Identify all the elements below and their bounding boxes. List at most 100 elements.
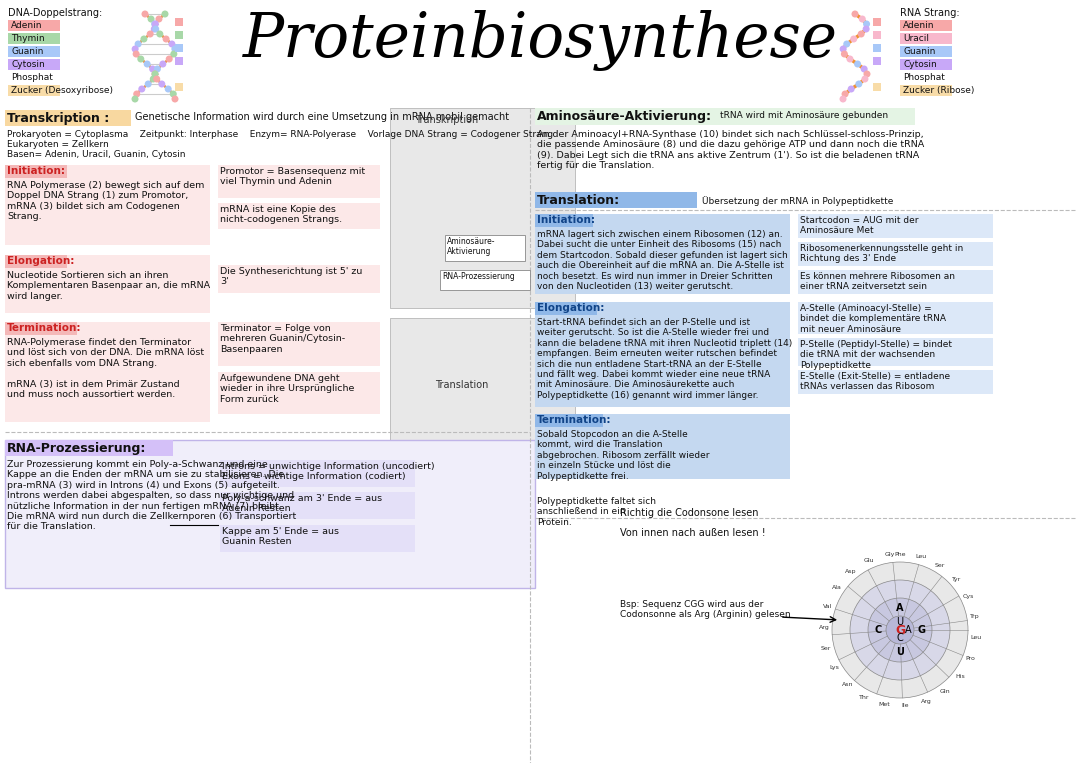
Text: U: U: [896, 617, 904, 627]
Bar: [535, 414, 789, 479]
Text: An der Aminoacyl+RNA-Synthase (10) bindet sich nach Schlüssel-schloss-Prinzip,
d: An der Aminoacyl+RNA-Synthase (10) binde…: [537, 130, 924, 170]
Text: Glu: Glu: [864, 558, 875, 563]
Text: Uracil: Uracil: [903, 34, 929, 43]
Circle shape: [144, 60, 150, 67]
Bar: [5, 322, 77, 335]
Bar: [175, 83, 183, 91]
Text: Cys: Cys: [962, 594, 974, 599]
Circle shape: [862, 76, 868, 82]
Circle shape: [156, 15, 162, 22]
Circle shape: [137, 56, 145, 63]
Circle shape: [841, 50, 848, 57]
Bar: [218, 372, 380, 414]
Text: C: C: [896, 633, 903, 643]
Circle shape: [133, 50, 139, 57]
Text: Sobald Stopcodon an die A-Stelle
kommt, wird die Translation
abgebrochen. Riboso: Sobald Stopcodon an die A-Stelle kommt, …: [537, 430, 710, 481]
Bar: [175, 44, 183, 52]
Bar: [390, 318, 575, 458]
Text: Ribosomenerkennungsstelle geht in
Richtung des 3' Ende: Ribosomenerkennungsstelle geht in Richtu…: [800, 244, 963, 263]
Circle shape: [850, 580, 950, 680]
Circle shape: [141, 11, 149, 18]
Bar: [5, 322, 210, 422]
Circle shape: [140, 36, 147, 43]
Circle shape: [864, 70, 870, 78]
Text: Aminosäure-Aktivierung:: Aminosäure-Aktivierung:: [537, 110, 712, 123]
Bar: [175, 31, 183, 39]
Text: tRNA wird mit Aminosäure gebunden: tRNA wird mit Aminosäure gebunden: [720, 111, 888, 120]
Circle shape: [868, 598, 932, 662]
Circle shape: [168, 40, 175, 47]
Text: Übersetzung der mRNA in Polypeptidkette: Übersetzung der mRNA in Polypeptidkette: [702, 196, 893, 206]
Text: Thymin: Thymin: [11, 34, 44, 43]
Text: Cytosin: Cytosin: [903, 60, 936, 69]
Text: Leu: Leu: [970, 636, 982, 640]
Text: Adenin: Adenin: [11, 21, 42, 30]
Text: P-Stelle (Peptidyl-Stelle) = bindet
die tRNA mit der wachsenden
Polypeptidkette: P-Stelle (Peptidyl-Stelle) = bindet die …: [800, 340, 951, 370]
Circle shape: [147, 31, 153, 37]
Bar: [900, 20, 951, 31]
Bar: [798, 242, 993, 266]
Bar: [220, 492, 415, 519]
Circle shape: [848, 85, 854, 92]
Circle shape: [165, 56, 173, 63]
Text: Ala: Ala: [832, 585, 842, 590]
Text: Proteinbiosynthese: Proteinbiosynthese: [243, 10, 837, 71]
Circle shape: [164, 85, 172, 92]
Text: Bsp: Sequenz CGG wird aus der
Codonsonne als Arg (Arginin) gelesen: Bsp: Sequenz CGG wird aus der Codonsonne…: [620, 600, 791, 620]
Circle shape: [152, 25, 159, 33]
Bar: [218, 203, 380, 229]
Text: Poly-a-schwanz am 3' Ende = aus
Adenin Resten: Poly-a-schwanz am 3' Ende = aus Adenin R…: [222, 494, 382, 513]
Text: Val: Val: [823, 604, 833, 609]
Text: Asp: Asp: [846, 569, 856, 575]
Text: Aminosäure-
Aktivierung: Aminosäure- Aktivierung: [447, 237, 496, 256]
Bar: [535, 414, 603, 427]
Bar: [218, 265, 380, 293]
Text: Pro: Pro: [966, 656, 975, 661]
Bar: [900, 33, 951, 44]
Bar: [5, 110, 131, 126]
Text: Asn: Asn: [841, 682, 853, 687]
Text: Initiation:: Initiation:: [537, 215, 595, 225]
Bar: [5, 255, 210, 313]
Bar: [390, 108, 575, 308]
Circle shape: [861, 66, 867, 72]
Text: Die Syntheserichtung ist 5' zu
3': Die Syntheserichtung ist 5' zu 3': [220, 267, 363, 286]
Circle shape: [855, 81, 862, 88]
Text: Introns = unwichtige Information (uncodiert)
Exons = wichtige Information (codie: Introns = unwichtige Information (uncodi…: [222, 462, 434, 481]
Circle shape: [172, 46, 178, 53]
Circle shape: [149, 66, 157, 72]
Text: Termination:: Termination:: [6, 323, 81, 333]
Bar: [218, 165, 380, 198]
Bar: [5, 165, 67, 178]
Bar: [535, 214, 593, 227]
Text: Trp: Trp: [970, 614, 980, 620]
Text: Von innen nach außen lesen !: Von innen nach außen lesen !: [620, 528, 766, 538]
Text: Thr: Thr: [859, 694, 869, 700]
Bar: [8, 59, 60, 70]
Bar: [5, 440, 173, 456]
Circle shape: [133, 91, 140, 98]
Circle shape: [839, 46, 847, 53]
Text: Lys: Lys: [829, 665, 839, 671]
Text: A: A: [905, 625, 912, 635]
Bar: [798, 370, 993, 394]
Text: Startcodon = AUG mit der
Aminosäure Met: Startcodon = AUG mit der Aminosäure Met: [800, 216, 918, 236]
Text: G: G: [918, 625, 926, 635]
Text: Translation: Translation: [435, 380, 488, 390]
Bar: [5, 440, 535, 588]
Bar: [445, 235, 525, 261]
Text: RNA-Prozessierung:: RNA-Prozessierung:: [6, 442, 147, 455]
Text: Aufgewundene DNA geht
wieder in ihre Ursprüngliche
Form zurück: Aufgewundene DNA geht wieder in ihre Urs…: [220, 374, 354, 404]
Text: Initiation:: Initiation:: [6, 166, 65, 176]
Text: Elongation:: Elongation:: [6, 256, 75, 266]
Bar: [5, 165, 210, 245]
Bar: [798, 214, 993, 238]
Bar: [5, 255, 67, 268]
Circle shape: [160, 60, 166, 67]
Bar: [218, 322, 380, 366]
Text: Transkription: Transkription: [415, 115, 478, 125]
Text: Gly: Gly: [885, 552, 894, 557]
Text: Translation:: Translation:: [537, 194, 620, 207]
Text: Met: Met: [878, 702, 890, 707]
Bar: [220, 460, 415, 487]
